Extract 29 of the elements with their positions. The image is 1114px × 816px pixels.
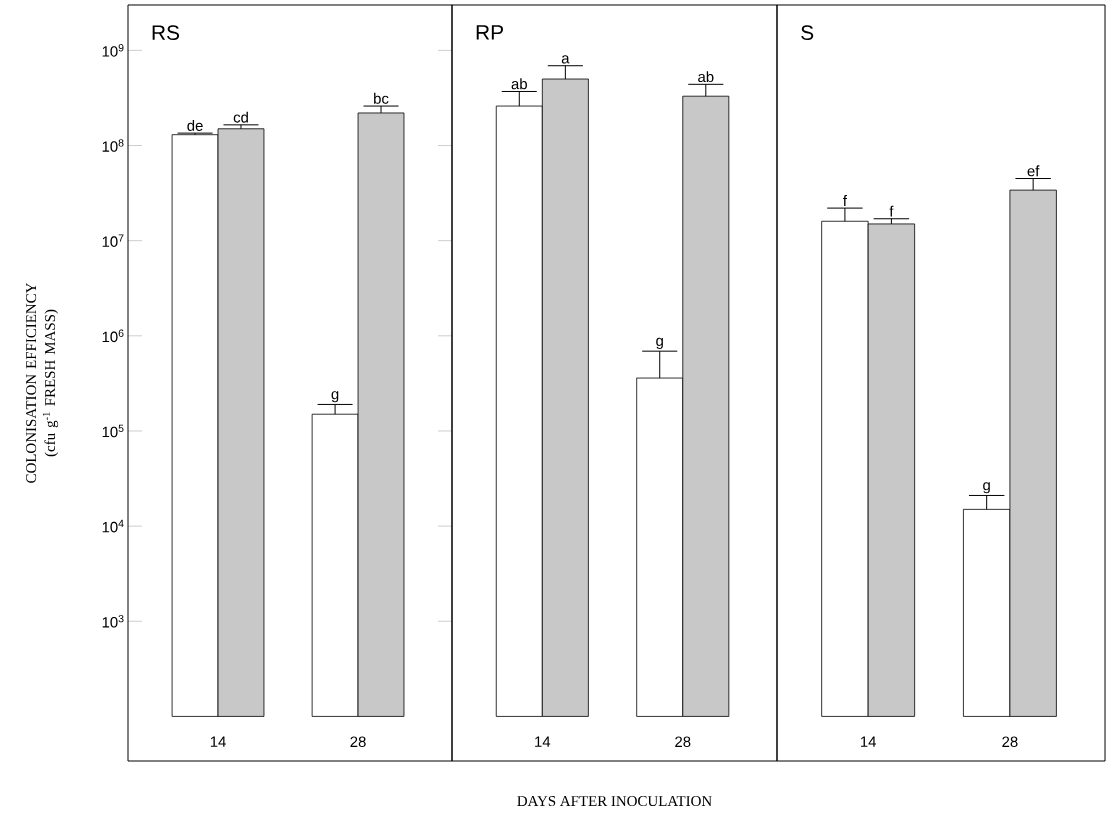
text: RP [476, 25, 503, 40]
annotation: ab [698, 71, 714, 83]
x-tick-label: 28 [350, 736, 366, 748]
annotation: ab [511, 78, 527, 90]
annotation: g [983, 482, 990, 494]
x-tick-label: 28 [1002, 736, 1018, 748]
text: RS [152, 25, 180, 41]
y-tick-label: 10$^{5}$ [102, 424, 124, 438]
annotation: g [656, 337, 663, 349]
y-tick-label: 10$^{8}$ [102, 139, 124, 152]
annotation: a [561, 55, 570, 64]
x-tick-label: 14 [210, 736, 226, 747]
x-tick-label: 28 [675, 736, 691, 748]
text: S [801, 25, 814, 41]
y-tick-label: 10$^{3}$ [102, 614, 124, 628]
x-axis-title: DAYS AFTER INOCULATION [517, 796, 712, 807]
y-tick-label: 10$^{7}$ [102, 234, 124, 247]
y-tick-label: 10$^{4}$ [102, 519, 124, 533]
annotation: f [843, 195, 847, 206]
y-tick-label: 10$^{6}$ [102, 329, 124, 343]
annotation: g [331, 391, 339, 403]
annotation: ef [1027, 165, 1040, 177]
annotation: de [187, 119, 203, 131]
annotation: f [889, 205, 894, 217]
annotation: cd [233, 111, 248, 123]
x-tick-label: 14 [860, 736, 877, 747]
annotation: bc [374, 92, 389, 104]
x-tick-label: 14 [535, 736, 551, 747]
y-tick-label: 10$^{9}$ [102, 44, 124, 57]
